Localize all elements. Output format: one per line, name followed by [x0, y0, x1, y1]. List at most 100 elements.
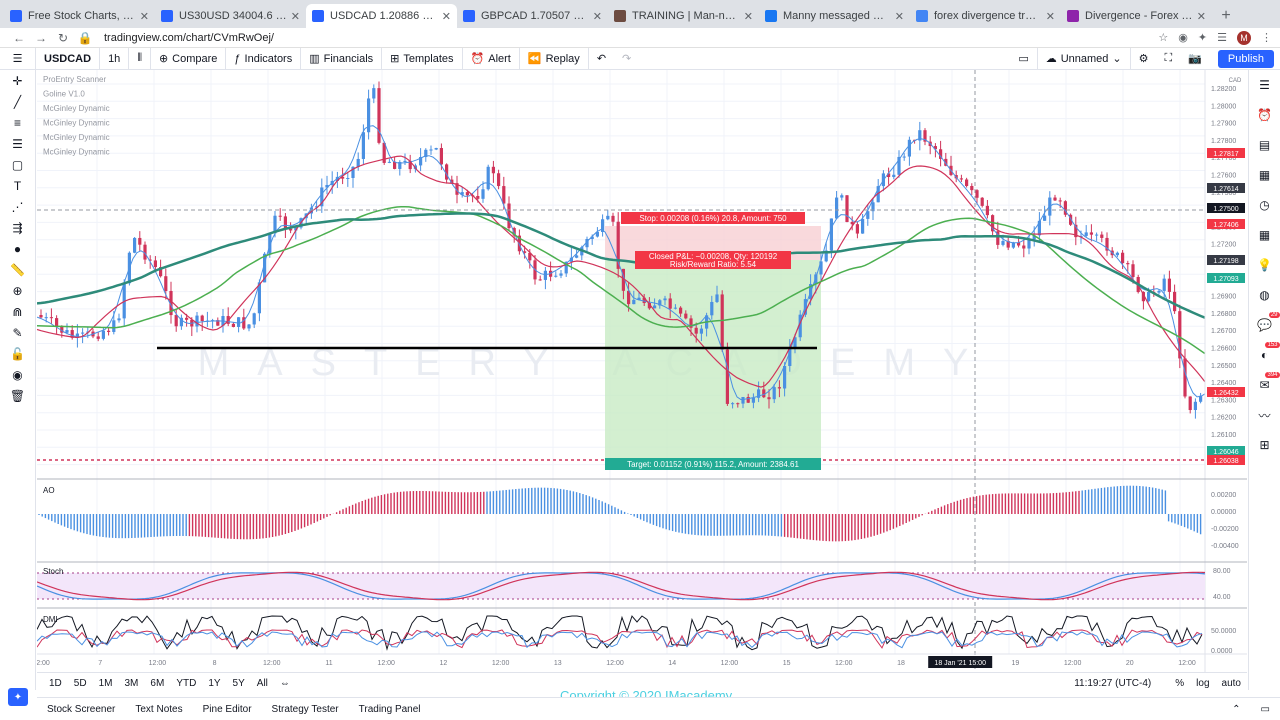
price-label-bg: [1207, 455, 1245, 465]
magnet-icon[interactable]: ⋒: [12, 304, 23, 319]
candle-body: [902, 156, 906, 158]
percent-toggle[interactable]: %: [1175, 678, 1185, 689]
rectangle-icon[interactable]: ▢: [11, 157, 24, 172]
panel-tab[interactable]: Pine Editor: [202, 703, 252, 715]
puzzle-icon[interactable]: ✦: [1197, 32, 1208, 44]
browser-tab[interactable]: US30USD 34004.6 ▼ −0.6%✕: [155, 4, 306, 28]
range-button[interactable]: 3M: [124, 678, 139, 689]
ruler-icon[interactable]: 📏: [10, 262, 25, 277]
star-icon[interactable]: ☆: [1158, 32, 1169, 44]
url-field[interactable]: tradingview.com/chart/CVmRwOej/: [104, 31, 274, 44]
eye-icon[interactable]: ◉: [12, 367, 23, 382]
settings-gear-icon[interactable]: ⚙: [1138, 53, 1149, 65]
fullscreen-icon[interactable]: ⛶: [1164, 52, 1173, 64]
fib-icon[interactable]: ☰: [12, 136, 23, 151]
kebab-icon[interactable]: ⋮: [1261, 32, 1272, 44]
horizontal-lines-icon[interactable]: ≡: [13, 115, 21, 130]
grid-icon[interactable]: ▦: [1258, 228, 1271, 242]
compare-button[interactable]: ⊕ Compare: [151, 47, 227, 70]
lock-icon[interactable]: 🔓: [10, 346, 25, 361]
back-icon[interactable]: ←: [13, 30, 25, 45]
camera-icon[interactable]: 📷: [1188, 53, 1202, 65]
hotlist-icon[interactable]: ▦: [1258, 168, 1271, 182]
range-button[interactable]: All: [256, 678, 268, 689]
date-range-icon[interactable]: ⇔: [279, 678, 290, 689]
panel-tab[interactable]: Stock Screener: [47, 703, 116, 715]
alert-button[interactable]: ⏰ Alert: [463, 47, 520, 70]
close-icon[interactable]: ✕: [441, 10, 451, 23]
close-icon[interactable]: ✕: [743, 10, 753, 23]
browser-tab[interactable]: Divergence - Forex Trading✕: [1061, 4, 1212, 28]
trash-icon[interactable]: 🗑: [9, 388, 26, 403]
publish-button[interactable]: Publish: [1217, 49, 1274, 68]
auto-toggle[interactable]: auto: [1221, 678, 1241, 689]
close-icon[interactable]: ✕: [290, 10, 300, 23]
browser-tab[interactable]: USDCAD 1.20886 ▼ −0.11%✕: [306, 4, 457, 28]
messages-icon[interactable]: ✉ 394: [1259, 372, 1280, 392]
layout-icon[interactable]: ▭: [1010, 47, 1038, 70]
symbol-search[interactable]: USDCAD: [36, 47, 101, 70]
text-icon[interactable]: T: [13, 178, 22, 193]
close-icon[interactable]: ✕: [894, 10, 904, 23]
range-button[interactable]: 1Y: [208, 678, 221, 689]
range-button[interactable]: YTD: [176, 678, 197, 689]
range-button[interactable]: 6M: [150, 678, 165, 689]
prediction-icon[interactable]: ⇶: [12, 220, 23, 235]
tradingview-logo-icon[interactable]: ✦: [8, 688, 28, 706]
layout-name[interactable]: ☁ Unnamed ⌄: [1038, 47, 1131, 70]
indicators-button[interactable]: ƒ Indicators: [226, 47, 302, 70]
calendar-icon[interactable]: ◷: [1259, 198, 1270, 212]
ideas-icon[interactable]: 💡: [1257, 258, 1272, 272]
extension-icon[interactable]: ◉: [1178, 32, 1188, 44]
close-icon[interactable]: ✕: [139, 10, 149, 23]
interval-button[interactable]: 1h: [100, 47, 130, 70]
range-button[interactable]: 5D: [73, 678, 87, 689]
price-chart[interactable]: MASTERY ACADEMY Stop: 0.00208 (0.16%) 20…: [37, 70, 1247, 672]
time-axis[interactable]: 2:00 7 12:00 8 12:00 11 12:00 12 12:00 13 12:00 14 1…: [37, 656, 1196, 668]
browser-tab[interactable]: forex divergence trading se✕: [910, 4, 1061, 28]
alerts-icon[interactable]: ⏰: [1257, 108, 1272, 122]
watchlist-icon[interactable]: ☰: [1259, 78, 1270, 92]
avatar[interactable]: M: [1237, 30, 1251, 45]
chat-icon[interactable]: 💬 29: [1257, 312, 1280, 332]
log-toggle[interactable]: log: [1196, 678, 1210, 689]
pattern-icon[interactable]: ⋰: [11, 199, 24, 214]
forward-icon[interactable]: →: [35, 30, 47, 45]
menu-icon[interactable]: ☰: [1217, 32, 1227, 44]
redo-icon[interactable]: ↷: [622, 53, 632, 65]
undo-icon[interactable]: ↶: [596, 53, 607, 65]
collapse-icon[interactable]: ⌃: [1232, 703, 1241, 715]
panel-tab[interactable]: Text Notes: [135, 703, 183, 715]
reload-icon[interactable]: ↻: [57, 30, 69, 45]
hamburger-icon[interactable]: ☰: [0, 47, 36, 70]
maximize-icon[interactable]: ▭: [1260, 703, 1270, 715]
chart-type-icon[interactable]: ⫴: [129, 47, 151, 70]
crosshair-icon[interactable]: ✛: [12, 73, 23, 88]
order-panel-icon[interactable]: ⊞: [1259, 438, 1270, 452]
close-icon[interactable]: ✕: [1196, 10, 1206, 23]
range-button[interactable]: 5Y: [232, 678, 245, 689]
data-window-icon[interactable]: ▤: [1258, 138, 1271, 152]
panel-tab[interactable]: Trading Panel: [358, 703, 421, 715]
close-icon[interactable]: ✕: [592, 10, 602, 23]
brush-icon[interactable]: ●: [13, 241, 22, 256]
replay-button[interactable]: ⏪ Replay: [520, 47, 589, 70]
panel-tab[interactable]: Strategy Tester: [271, 703, 339, 715]
browser-tab[interactable]: GBPCAD 1.70507 ▼ −0.37%✕: [457, 4, 608, 28]
range-button[interactable]: 1D: [49, 678, 62, 689]
clock[interactable]: 11:19:27 (UTC-4): [1074, 678, 1152, 689]
lock-drawings-icon[interactable]: ✎: [12, 325, 23, 340]
close-icon[interactable]: ✕: [1045, 10, 1055, 23]
browser-tab[interactable]: TRAINING | Man-nyy Q ✕: [608, 4, 759, 28]
financials-button[interactable]: ▥ Financials: [301, 47, 383, 70]
trendline-icon[interactable]: ╱: [13, 94, 22, 109]
new-tab-icon[interactable]: +: [1221, 7, 1231, 24]
browser-tab[interactable]: Manny messaged Do It In P✕: [759, 4, 910, 28]
notification-icon[interactable]: ◐ 153: [1260, 342, 1280, 362]
zoom-icon[interactable]: ⊕: [12, 283, 23, 298]
signal-icon[interactable]: 〰: [1258, 408, 1271, 423]
templates-button[interactable]: ⊞ Templates: [382, 47, 463, 70]
browser-tab[interactable]: Free Stock Charts, Stock Qu✕: [4, 4, 155, 28]
range-button[interactable]: 1M: [98, 678, 113, 689]
streams-icon[interactable]: ◍: [1259, 288, 1270, 302]
